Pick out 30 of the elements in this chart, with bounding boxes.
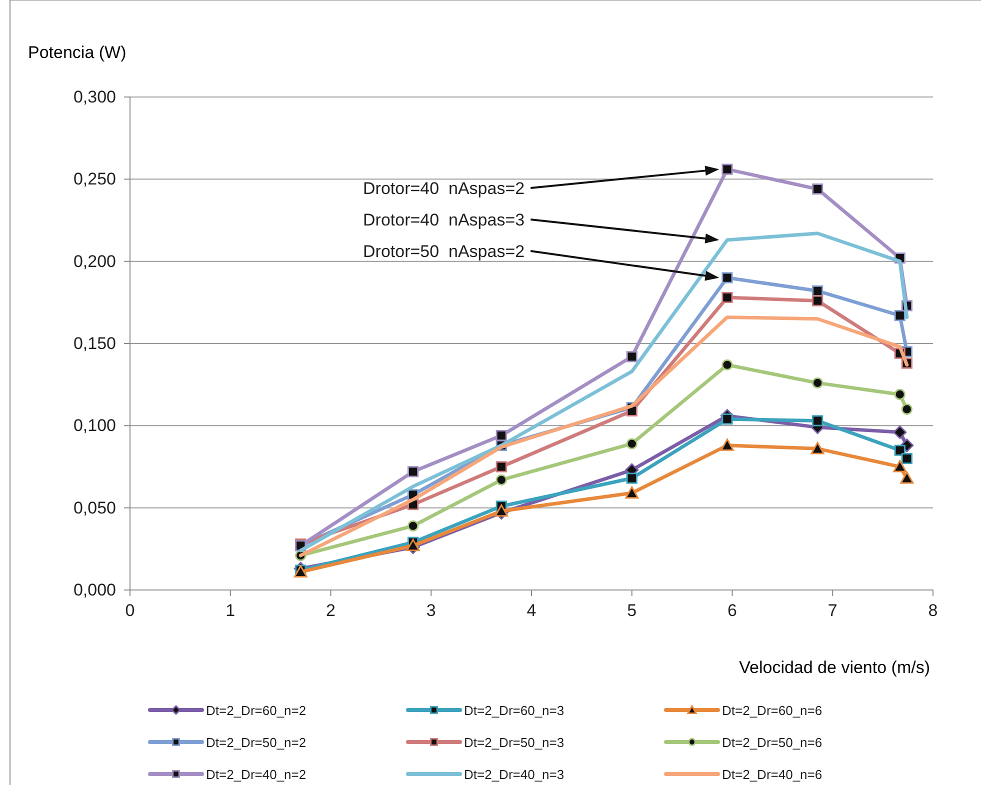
- y-tick-label: 0,000: [73, 580, 116, 600]
- y-tick-label: 0,200: [73, 252, 116, 271]
- x-axis-title: Velocidad de viento (m/s): [739, 658, 930, 677]
- legend-label: Dt=2_Dr=60_n=6: [722, 703, 822, 718]
- x-tick-label: 3: [426, 601, 436, 620]
- legend-label: Dt=2_Dr=50_n=2: [206, 735, 306, 750]
- legend-label: Dt=2_Dr=60_n=2: [206, 703, 306, 718]
- x-tick-label: 7: [828, 601, 838, 620]
- x-tick-label: 6: [728, 601, 737, 620]
- annotation: Drotor=40 nAspas=3: [363, 210, 525, 230]
- legend-label: Dt=2_Dr=40_n=6: [722, 767, 822, 782]
- y-tick-label: 0,150: [73, 334, 116, 353]
- legend-label: Dt=2_Dr=50_n=3: [464, 735, 564, 750]
- y-tick-label: 0,300: [73, 87, 116, 106]
- legend-label: Dt=2_Dr=40_n=2: [206, 767, 306, 782]
- y-tick-label: 0,050: [73, 498, 116, 518]
- legend-label: Dt=2_Dr=40_n=3: [464, 767, 564, 782]
- annotation: Drotor=40 nAspas=2: [363, 179, 525, 198]
- x-tick-label: 5: [627, 601, 637, 620]
- legend-label: Dt=2_Dr=60_n=3: [464, 703, 564, 718]
- x-tick-label: 4: [526, 601, 536, 620]
- y-axis-title: Potencia (W): [28, 43, 126, 62]
- x-tick-label: 2: [326, 601, 336, 620]
- y-tick-label: 0,250: [73, 170, 116, 189]
- legend-label: Dt=2_Dr=50_n=6: [722, 735, 822, 750]
- y-tick-label: 0,100: [73, 416, 116, 436]
- x-tick-label: 0: [125, 601, 135, 620]
- x-tick-label: 1: [226, 601, 236, 620]
- x-tick-label: 8: [928, 601, 938, 620]
- annotation: Drotor=50 nAspas=2: [363, 242, 525, 261]
